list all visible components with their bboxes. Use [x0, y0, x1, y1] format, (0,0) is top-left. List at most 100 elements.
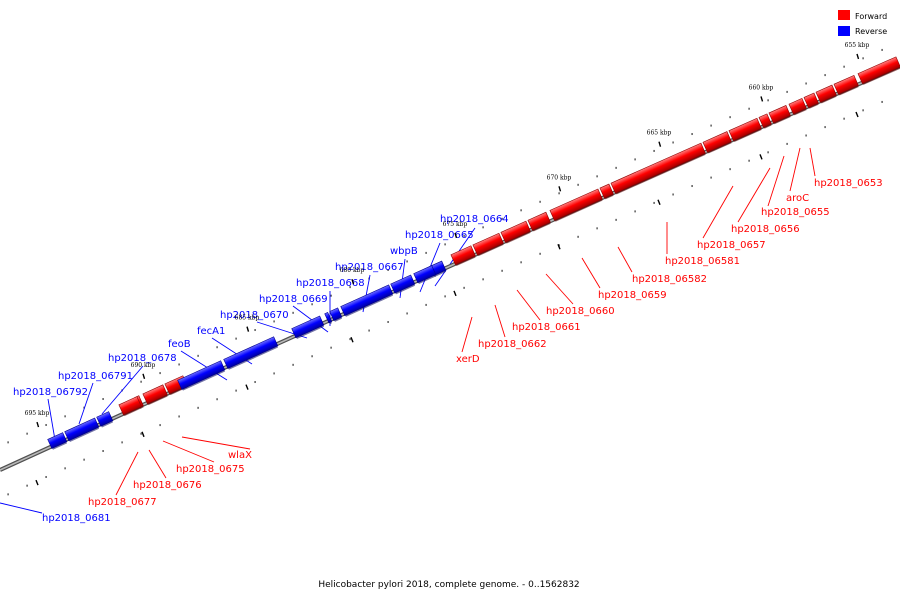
- gene-block-body: [472, 232, 504, 256]
- gene-label-aroC[interactable]: aroC: [786, 193, 809, 204]
- scale-dot: [83, 406, 85, 409]
- gene-block-hp2018_0659[interactable]: [549, 188, 603, 222]
- gene-block-body: [549, 188, 603, 221]
- gene-block-shadow: [434, 270, 447, 277]
- leader-line-hp2018_0661: [516, 289, 541, 321]
- scale-dot: [178, 363, 180, 366]
- leader-line-wlaX: [181, 436, 251, 450]
- gene-label-hp2018_06792[interactable]: hp2018_06792: [13, 387, 88, 398]
- gene-label-hp2018_0660[interactable]: hp2018_0660: [546, 306, 615, 317]
- gene-block-shadow: [862, 67, 900, 85]
- gene-block-hp2018_0677[interactable]: [118, 396, 142, 417]
- gene-block-wbpB[interactable]: [390, 274, 416, 295]
- gene-block-hp2018_0655[interactable]: [803, 92, 819, 109]
- gene-label-feoB[interactable]: feoB: [168, 339, 191, 350]
- gene-block-hp2018_0678[interactable]: [96, 411, 114, 428]
- scale-dot: [653, 149, 655, 152]
- gene-label-fecA1[interactable]: fecA1: [197, 326, 225, 337]
- leader-line-hp2018_0662: [494, 304, 506, 338]
- gene-block-hp2018_0661[interactable]: [500, 220, 531, 244]
- scale-dot: [292, 311, 294, 314]
- gene-block-hp2018_0670[interactable]: [291, 315, 325, 340]
- gene-label-hp2018_0667[interactable]: hp2018_0667: [335, 262, 404, 273]
- leader-line-hp2018_0660: [545, 273, 574, 305]
- gene-block-hp2018_0668[interactable]: [329, 307, 343, 322]
- gene-block-hp2018_0675[interactable]: [142, 384, 168, 406]
- gene-block-hp2018_0665[interactable]: [413, 265, 437, 285]
- gene-label-xerD[interactable]: xerD: [456, 354, 480, 365]
- scale-dot: [767, 151, 769, 154]
- gene-label-hp2018_0653[interactable]: hp2018_0653: [814, 178, 883, 189]
- leader-line-hp2018_0677: [115, 451, 139, 496]
- gene-label-hp2018_0676[interactable]: hp2018_0676: [133, 480, 202, 491]
- gene-block-shadow: [707, 141, 732, 154]
- scale-dot: [596, 227, 598, 230]
- gene-block-hp2018_06582[interactable]: [599, 183, 614, 200]
- gene-label-wbpB[interactable]: wbpB: [390, 246, 418, 257]
- gene-label-hp2018_0661[interactable]: hp2018_0661: [512, 322, 581, 333]
- tick-label: 680 kbp: [340, 267, 365, 274]
- gene-block-hp2018_06792[interactable]: [47, 432, 68, 450]
- gene-label-hp2018_0678[interactable]: hp2018_0678: [108, 353, 177, 364]
- gene-block-hp2018_06581[interactable]: [702, 131, 732, 154]
- tick-mark-upper: [36, 421, 40, 428]
- leader-line-hp2018_06582: [617, 246, 633, 273]
- gene-label-hp2018_0670[interactable]: hp2018_0670: [220, 310, 289, 321]
- scale-dot: [463, 286, 465, 289]
- gene-block-hp2018_0657[interactable]: [758, 113, 772, 129]
- gene-label-hp2018_0669[interactable]: hp2018_0669: [259, 294, 328, 305]
- tick-mark-lower: [759, 154, 763, 160]
- gene-label-hp2018_0659[interactable]: hp2018_0659: [598, 290, 667, 301]
- leader-line-hp2018_0659: [581, 257, 601, 289]
- gene-block-xerD[interactable]: [450, 245, 476, 267]
- gene-label-hp2018_0664[interactable]: hp2018_0664: [440, 214, 509, 225]
- gene-label-hp2018_06582[interactable]: hp2018_06582: [632, 274, 707, 285]
- gene-block-shadow: [505, 231, 531, 244]
- gene-block-body: [702, 131, 732, 153]
- gene-block-hp2018_0667[interactable]: [340, 284, 394, 317]
- tick-mark-lower: [350, 336, 354, 343]
- gene-block-hp2018_06791[interactable]: [64, 417, 100, 443]
- gene-label-hp2018_0681[interactable]: hp2018_0681: [42, 513, 111, 524]
- scale-dot: [881, 48, 883, 51]
- gene-block-shadow: [69, 427, 100, 443]
- gene-block-aroC[interactable]: [815, 84, 837, 104]
- leader-line-hp2018_0678: [101, 365, 144, 415]
- gene-block-shadow: [334, 317, 343, 322]
- gene-block-hp2018_0653[interactable]: [833, 74, 859, 96]
- tick-mark-lower: [245, 384, 249, 390]
- gene-label-hp2018_0662[interactable]: hp2018_0662: [478, 339, 547, 350]
- gene-block-feoB[interactable]: [177, 360, 226, 391]
- gene-block-hp2018_0662[interactable]: [472, 232, 504, 257]
- gene-label-hp2018_0675[interactable]: hp2018_0675: [176, 464, 245, 475]
- scale-dot: [843, 117, 845, 120]
- scale-dot: [596, 175, 598, 178]
- gene-block-shadow: [808, 103, 819, 109]
- gene-label-hp2018_06791[interactable]: hp2018_06791: [58, 371, 133, 382]
- gene-label-hp2018_0657[interactable]: hp2018_0657: [697, 240, 766, 251]
- gene-block-hp2018_0653[interactable]: [857, 56, 900, 85]
- gene-label-hp2018_0677[interactable]: hp2018_0677: [88, 497, 157, 508]
- gene-block-body: [223, 336, 279, 369]
- gene-block-hp2018_0660[interactable]: [527, 211, 551, 232]
- gene-block-hp2018_0656[interactable]: [768, 105, 791, 125]
- gene-label-hp2018_06581[interactable]: hp2018_06581: [665, 256, 740, 267]
- gene-block-hp2018_06582[interactable]: [610, 142, 706, 195]
- gene-block-hp2018_0657[interactable]: [728, 117, 762, 142]
- gene-label-hp2018_0665[interactable]: hp2018_0665: [405, 230, 474, 241]
- gene-features-layer: [47, 56, 900, 450]
- gene-label-wlaX[interactable]: wlaX: [228, 450, 252, 461]
- scale-dot: [235, 337, 237, 340]
- gene-label-hp2018_0655[interactable]: hp2018_0655: [761, 207, 830, 218]
- gene-label-hp2018_0668[interactable]: hp2018_0668: [296, 278, 365, 289]
- gene-block-hp2018_0669[interactable]: [324, 311, 333, 325]
- gene-block-shadow: [395, 284, 416, 295]
- leader-line-aroC: [789, 147, 801, 192]
- gene-block-hp2018_0655[interactable]: [788, 97, 807, 116]
- scale-dot: [710, 124, 712, 127]
- scale-dot: [102, 398, 104, 401]
- gene-block-fecA1[interactable]: [223, 336, 279, 370]
- scale-dot: [254, 329, 256, 332]
- gene-label-hp2018_0656[interactable]: hp2018_0656: [731, 224, 800, 235]
